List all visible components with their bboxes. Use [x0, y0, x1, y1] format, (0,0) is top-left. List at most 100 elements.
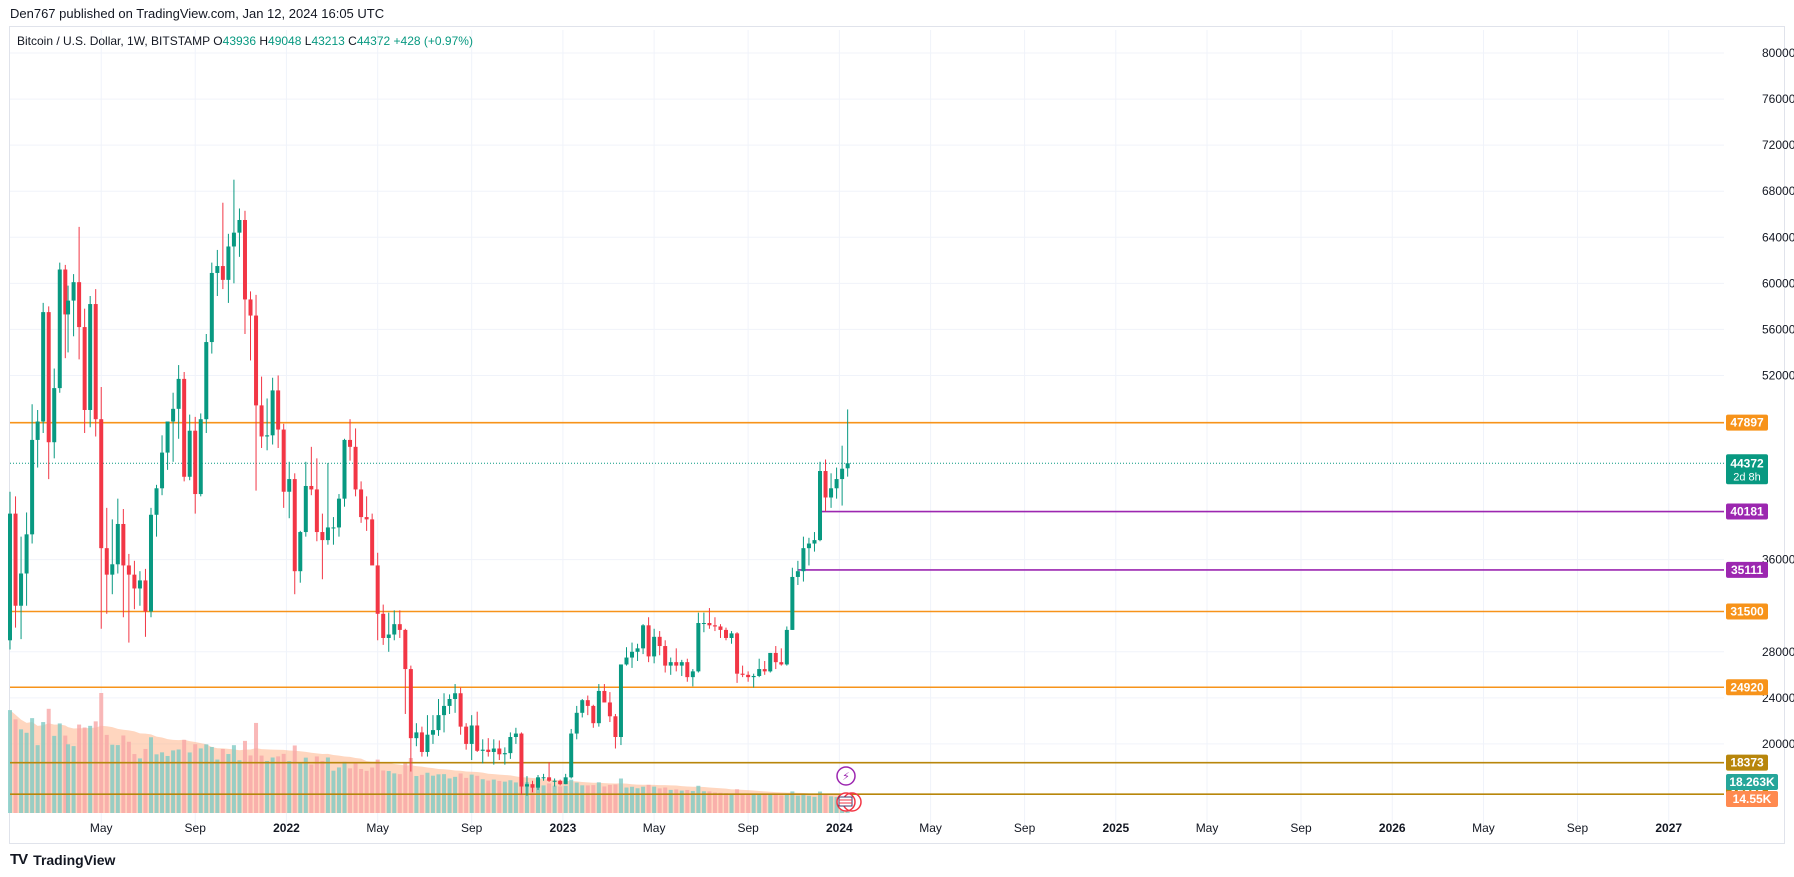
x-tick-label: 2023: [550, 821, 577, 835]
candle-body: [287, 479, 292, 492]
candle-body: [696, 623, 701, 672]
volume-bar: [823, 794, 828, 813]
volume-bar: [154, 754, 159, 813]
volume-bar: [8, 710, 12, 813]
tradingview-logo[interactable]: TV TradingView: [10, 851, 115, 868]
candle-body: [453, 693, 458, 700]
candle-body: [751, 675, 756, 678]
volume-bar: [13, 719, 18, 813]
volume-bar: [497, 780, 502, 813]
volume-bar: [585, 785, 590, 813]
y-tick-label: 36000: [1762, 553, 1794, 567]
x-tick-label: Sep: [185, 821, 207, 835]
volume-bar: [77, 724, 82, 813]
candle-body: [82, 327, 87, 410]
volume-bar: [712, 792, 717, 813]
candle-body: [171, 408, 176, 422]
candle-body: [375, 565, 380, 614]
chart-frame[interactable]: [9, 26, 1785, 844]
low-value: 43213: [311, 34, 345, 48]
volume-bar: [182, 739, 187, 813]
candle-body: [309, 485, 314, 490]
level-badge-bg: [1726, 754, 1768, 771]
candle-body: [231, 232, 236, 247]
volume-bar: [574, 782, 579, 813]
candles: [8, 179, 850, 796]
x-tick-label: Sep: [1567, 821, 1589, 835]
volume-bar: [624, 787, 629, 813]
close-label: C: [348, 34, 357, 48]
candle-body: [674, 662, 679, 666]
volume-bar: [254, 722, 259, 813]
y-tick-label: 56000: [1762, 322, 1794, 336]
candle-body: [381, 613, 386, 638]
volume-bar: [646, 784, 651, 813]
volume-badge: 18.263K: [1729, 775, 1775, 789]
level-badge: 18373: [1730, 756, 1764, 770]
candle-body: [657, 636, 662, 647]
y-tick-label: 60000: [1762, 276, 1794, 290]
candle-body: [121, 523, 126, 566]
volume-bar: [558, 786, 563, 813]
candle-body: [30, 439, 35, 535]
x-tick-label: Sep: [1290, 821, 1312, 835]
volume-bar: [198, 748, 203, 813]
volume-bar: [779, 795, 784, 813]
y-tick-label: 72000: [1762, 138, 1794, 152]
candle-body: [596, 690, 601, 724]
candle-body: [414, 732, 419, 739]
candle-body: [712, 625, 717, 627]
y-tick-label: 80000: [1762, 46, 1794, 60]
volume-bar: [220, 749, 225, 813]
candle-body: [198, 419, 203, 495]
volume-bar: [320, 760, 325, 813]
candle-body: [447, 699, 452, 706]
symbol-legend[interactable]: Bitcoin / U.S. Dollar, 1W, BITSTAMP O439…: [17, 34, 473, 48]
high-value: 49048: [268, 34, 302, 48]
candle-body: [99, 419, 104, 549]
volume-bar: [674, 789, 679, 813]
candle-body: [784, 629, 789, 665]
candle-body: [348, 439, 353, 447]
x-tick-label: May: [90, 821, 113, 835]
volume-bar: [757, 794, 762, 813]
volume-bar: [171, 750, 176, 813]
change-value: +428 (+0.97%): [393, 34, 473, 48]
candle-body: [530, 784, 535, 788]
volume-bar: [746, 794, 751, 813]
candle-body: [613, 716, 618, 738]
candle-body: [652, 636, 657, 657]
candle-body: [690, 671, 695, 678]
volume-bar: [724, 793, 729, 813]
candle-body: [502, 753, 507, 755]
volume-bar: [602, 786, 607, 813]
volume-bar: [701, 791, 706, 813]
candle-body: [110, 564, 115, 575]
candle-body: [66, 300, 71, 315]
candle-body: [795, 571, 800, 577]
volume-bar: [121, 735, 126, 813]
candle-body: [718, 626, 723, 630]
candle-body: [270, 390, 275, 436]
volume-bar: [248, 755, 253, 813]
x-axis: May Sep 2022 May Sep 2023 May Sep 2024 May Sep 2025…: [90, 821, 1682, 835]
volume-bar: [115, 745, 120, 813]
volume-bar: [613, 784, 618, 813]
volume-ma-area: [10, 710, 848, 813]
volume-bar: [580, 785, 585, 813]
volume-bar: [193, 744, 198, 813]
x-tick-label: 2027: [1655, 821, 1682, 835]
volume-bar: [303, 757, 308, 813]
candle-body: [425, 734, 430, 752]
candle-body: [193, 430, 198, 495]
candle-body: [364, 517, 369, 520]
level-badge-bg: [1726, 603, 1768, 620]
candle-body: [740, 673, 745, 675]
candle-body: [679, 662, 684, 666]
candle-body: [93, 304, 98, 420]
candle-body: [618, 664, 623, 738]
volume-bar: [663, 787, 668, 813]
volume-bar: [30, 718, 35, 813]
